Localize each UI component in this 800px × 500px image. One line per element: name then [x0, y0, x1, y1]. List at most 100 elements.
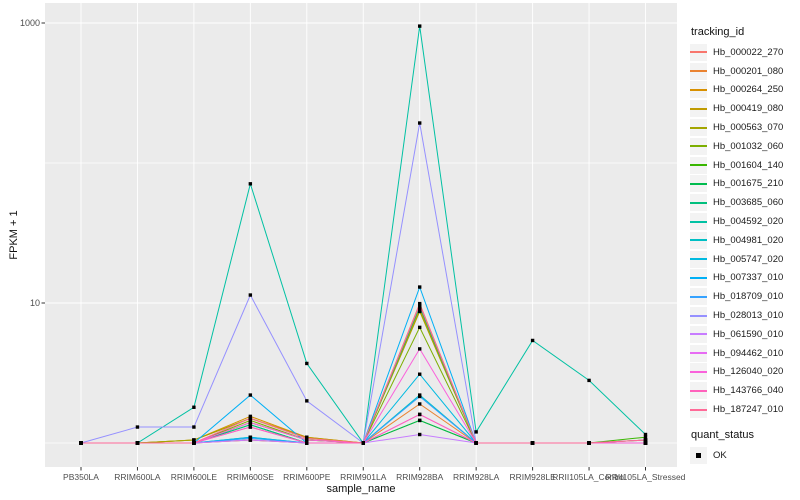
legend-item-label: Hb_004592_020: [713, 216, 784, 228]
legend-swatch-line-icon: [690, 408, 707, 411]
data-point: [418, 305, 422, 309]
legend-item-Hb_001604_140: Hb_001604_140: [690, 156, 800, 175]
legend-point-square-icon: [696, 452, 701, 458]
legend-item-Hb_000264_250: Hb_000264_250: [690, 81, 800, 100]
data-point: [192, 405, 196, 409]
legend-item-label: Hb_187247_010: [713, 404, 784, 416]
data-point: [248, 425, 253, 429]
legend-swatch-line-icon: [690, 107, 707, 110]
legend-key: [690, 156, 707, 174]
data-point: [248, 436, 253, 441]
legend-title-tracking-id: tracking_id: [691, 26, 745, 38]
legend-swatch-line-icon: [690, 295, 707, 298]
legend-item-Hb_004981_020: Hb_004981_020: [690, 231, 800, 250]
data-point: [418, 418, 422, 423]
legend-key: [690, 137, 707, 155]
data-point: [474, 430, 478, 434]
legend-swatch-line-icon: [690, 314, 707, 317]
legend-key: [690, 231, 707, 249]
legend-item-Hb_000022_270: Hb_000022_270: [690, 43, 800, 62]
legend-key: [690, 446, 707, 464]
legend-item-label: Hb_000419_080: [713, 103, 784, 115]
legend-swatch-line-icon: [690, 389, 707, 392]
data-point: [248, 423, 253, 427]
legend-swatch-line-icon: [690, 182, 707, 185]
legend-item-Hb_187247_010: Hb_187247_010: [690, 400, 800, 419]
legend-swatch-line-icon: [690, 201, 707, 204]
data-point: [135, 425, 140, 429]
data-point: [418, 372, 422, 376]
legend-item-label: Hb_000022_270: [713, 46, 784, 58]
data-point: [305, 441, 309, 445]
legend-swatch-line-icon: [690, 164, 707, 167]
legend-key: [690, 325, 707, 343]
legend-key: [690, 288, 707, 306]
x-tick-label: RRII105LA_Stressed: [605, 472, 686, 482]
x-tick-label: RRIM901LA: [340, 472, 387, 482]
legend-swatch-line-icon: [690, 258, 707, 261]
data-point: [418, 402, 422, 406]
legend-item-label: Hb_003685_060: [713, 197, 784, 209]
data-point: [248, 393, 253, 397]
data-point: [418, 303, 422, 307]
legend-key: [690, 382, 707, 400]
data-point: [305, 399, 309, 403]
data-point: [418, 394, 422, 399]
legend-key: [690, 363, 707, 381]
x-tick-label: RRIM600LE: [170, 472, 218, 482]
legend-swatch-line-icon: [690, 126, 707, 129]
data-point: [248, 420, 253, 425]
data-point: [248, 182, 253, 186]
legend-item-label: Hb_126040_020: [713, 366, 784, 378]
legend-item-label: OK: [713, 449, 727, 461]
legend-key: [690, 307, 707, 325]
legend-key: [690, 250, 707, 268]
data-point: [192, 438, 196, 442]
legend-swatch-line-icon: [690, 70, 707, 73]
data-point: [79, 441, 83, 445]
legend-key: [690, 62, 707, 80]
data-point: [248, 418, 253, 423]
data-point: [418, 309, 422, 314]
data-point: [643, 438, 648, 442]
data-point: [248, 416, 253, 421]
y-tick-label: 1000: [19, 18, 40, 28]
legend-item-Hb_061590_010: Hb_061590_010: [690, 325, 800, 344]
legend-item-label: Hb_000563_070: [713, 122, 784, 134]
legend-title-quant-status: quant_status: [691, 428, 754, 441]
legend-item-Hb_003685_060: Hb_003685_060: [690, 193, 800, 212]
legend-key: [690, 194, 707, 212]
legend-item-label: Hb_061590_010: [713, 328, 784, 340]
legend-item-Hb_143766_040: Hb_143766_040: [690, 381, 800, 400]
data-point: [248, 414, 253, 419]
legend-item-label: Hb_004981_020: [713, 234, 784, 246]
data-point: [135, 441, 140, 445]
legend-item-label: Hb_001032_060: [713, 140, 784, 152]
legend-item-Hb_005747_020: Hb_005747_020: [690, 250, 800, 269]
x-tick-label: RRIM928LA: [452, 472, 500, 482]
legend-swatch-line-icon: [690, 333, 707, 336]
legend-item-Hb_000563_070: Hb_000563_070: [690, 118, 800, 137]
data-point: [587, 378, 591, 383]
x-tick-label: RRIM928BA: [396, 472, 444, 482]
legend-key: [690, 175, 707, 193]
legend-swatch-line-icon: [690, 220, 707, 223]
legend-key: [690, 344, 707, 362]
data-point: [418, 412, 422, 417]
legend-item-Hb_000201_080: Hb_000201_080: [690, 62, 800, 81]
data-point: [361, 441, 365, 445]
data-point: [643, 432, 648, 437]
data-point: [248, 438, 253, 442]
legend-swatch-line-icon: [690, 352, 707, 355]
data-point: [418, 24, 422, 28]
legend-key: [690, 401, 707, 419]
legend-swatch-line-icon: [690, 370, 707, 373]
data-point: [305, 361, 309, 366]
legend-item-label: Hb_001604_140: [713, 159, 784, 171]
data-point: [418, 432, 422, 437]
legend-swatch-line-icon: [690, 239, 707, 242]
x-tick-label: PB350LA: [63, 472, 99, 482]
legend-key: [690, 269, 707, 287]
